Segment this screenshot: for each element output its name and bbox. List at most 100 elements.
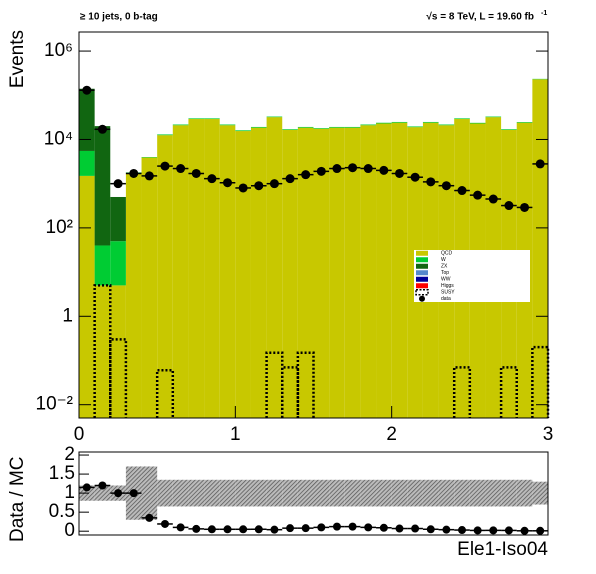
legend-label: data bbox=[441, 296, 451, 302]
data-point bbox=[410, 172, 420, 182]
ratio-point bbox=[348, 522, 357, 531]
stack-segment bbox=[391, 122, 408, 418]
ratio-y-tick-label: 1.5 bbox=[49, 463, 75, 484]
data-point bbox=[535, 159, 545, 169]
stack-segment bbox=[204, 118, 220, 120]
signal-step bbox=[280, 366, 300, 418]
legend-swatch bbox=[415, 289, 429, 296]
uncertainty-band bbox=[219, 479, 236, 507]
uncertainty-band bbox=[391, 479, 408, 507]
stack-segment bbox=[516, 122, 533, 123]
stack-segment bbox=[204, 119, 220, 419]
legend-label: W bbox=[441, 257, 446, 263]
stack-segment bbox=[376, 122, 392, 124]
legend-box bbox=[414, 250, 530, 302]
uncertainty-band bbox=[329, 479, 345, 507]
data-point bbox=[316, 166, 326, 176]
ratio-y-tick-label: 0 bbox=[64, 520, 75, 541]
y-tick-label: 10² bbox=[46, 217, 73, 238]
ratio-point bbox=[239, 525, 248, 534]
uncertainty-band bbox=[282, 479, 298, 507]
stack-segment bbox=[282, 129, 298, 130]
ratio-point bbox=[254, 525, 263, 534]
data-point bbox=[363, 164, 373, 174]
stack-segment bbox=[79, 150, 95, 176]
signal-step bbox=[296, 351, 315, 418]
stack-segment bbox=[157, 135, 173, 418]
x-tick-label: 1 bbox=[230, 424, 241, 445]
stack-segment bbox=[360, 124, 377, 126]
signal-step bbox=[499, 366, 518, 418]
ratio-point bbox=[223, 525, 232, 534]
data-point bbox=[82, 85, 92, 95]
y-tick-label: 10⁻² bbox=[36, 394, 74, 415]
stack-segment bbox=[329, 127, 345, 418]
stack-segment bbox=[141, 157, 158, 418]
x-tick-label: 3 bbox=[543, 424, 554, 445]
uncertainty-band bbox=[454, 479, 470, 507]
ratio-point bbox=[426, 525, 435, 534]
uncertainty-band bbox=[313, 479, 330, 507]
legend-label: QCD bbox=[441, 251, 453, 257]
ratio-point bbox=[176, 523, 185, 532]
ratio-point bbox=[364, 523, 373, 532]
ratio-point bbox=[332, 522, 341, 531]
ratio-point bbox=[489, 526, 498, 535]
uncertainty-band bbox=[469, 479, 486, 507]
data-point bbox=[254, 181, 264, 191]
stack-segment bbox=[110, 196, 126, 242]
stack-segment bbox=[94, 245, 111, 286]
ratio-point bbox=[192, 524, 201, 533]
uncertainty-band bbox=[422, 479, 439, 507]
uncertainty-band bbox=[204, 479, 220, 507]
uncertainty-band bbox=[485, 479, 502, 507]
data-point bbox=[144, 171, 154, 181]
stack-segment bbox=[235, 130, 251, 132]
uncertainty-band bbox=[501, 479, 517, 507]
stack-segment bbox=[219, 125, 236, 419]
stack-segment bbox=[188, 118, 205, 120]
ratio-point bbox=[114, 489, 123, 498]
stack-segment bbox=[422, 121, 439, 123]
stack-segment bbox=[235, 131, 251, 418]
legend-swatch bbox=[416, 283, 428, 289]
data-point bbox=[394, 168, 404, 178]
ratio-point bbox=[536, 526, 545, 535]
plot-frame bbox=[78, 31, 549, 419]
stack-segment bbox=[297, 126, 314, 128]
stack-segment bbox=[501, 129, 517, 130]
ratio-point bbox=[458, 526, 467, 535]
legend-swatch bbox=[416, 250, 428, 256]
ratio-point bbox=[270, 525, 279, 534]
stack-segment bbox=[407, 126, 423, 128]
stack-segment bbox=[469, 122, 486, 124]
legend-label: SUSY bbox=[441, 290, 455, 296]
stack-segment bbox=[376, 123, 392, 418]
data-point bbox=[285, 174, 295, 184]
uncertainty-band bbox=[297, 479, 314, 507]
stack-segment bbox=[79, 175, 95, 418]
signal-step bbox=[109, 338, 128, 418]
data-point bbox=[441, 181, 451, 191]
ratio-point bbox=[207, 525, 216, 534]
stack-segment bbox=[157, 134, 173, 136]
y-tick-label: 1 bbox=[62, 305, 73, 326]
stack-segment bbox=[79, 88, 95, 151]
stack-segment bbox=[297, 127, 314, 418]
data-point bbox=[160, 161, 170, 171]
stack-segment bbox=[313, 128, 330, 129]
uncertainty-band bbox=[188, 479, 205, 507]
data-point bbox=[129, 168, 139, 178]
stack-segment bbox=[94, 126, 111, 246]
legend-swatch bbox=[416, 276, 428, 282]
data-point bbox=[97, 124, 107, 134]
stack-segment bbox=[94, 285, 111, 418]
stack-segment bbox=[250, 126, 267, 128]
uncertainty-band bbox=[516, 479, 533, 507]
stack-segment bbox=[329, 126, 345, 128]
ratio-point bbox=[520, 526, 529, 535]
uncertainty-band bbox=[235, 479, 251, 507]
data-point bbox=[457, 186, 467, 196]
ratio-point bbox=[442, 525, 451, 534]
stack-segment bbox=[125, 172, 142, 418]
